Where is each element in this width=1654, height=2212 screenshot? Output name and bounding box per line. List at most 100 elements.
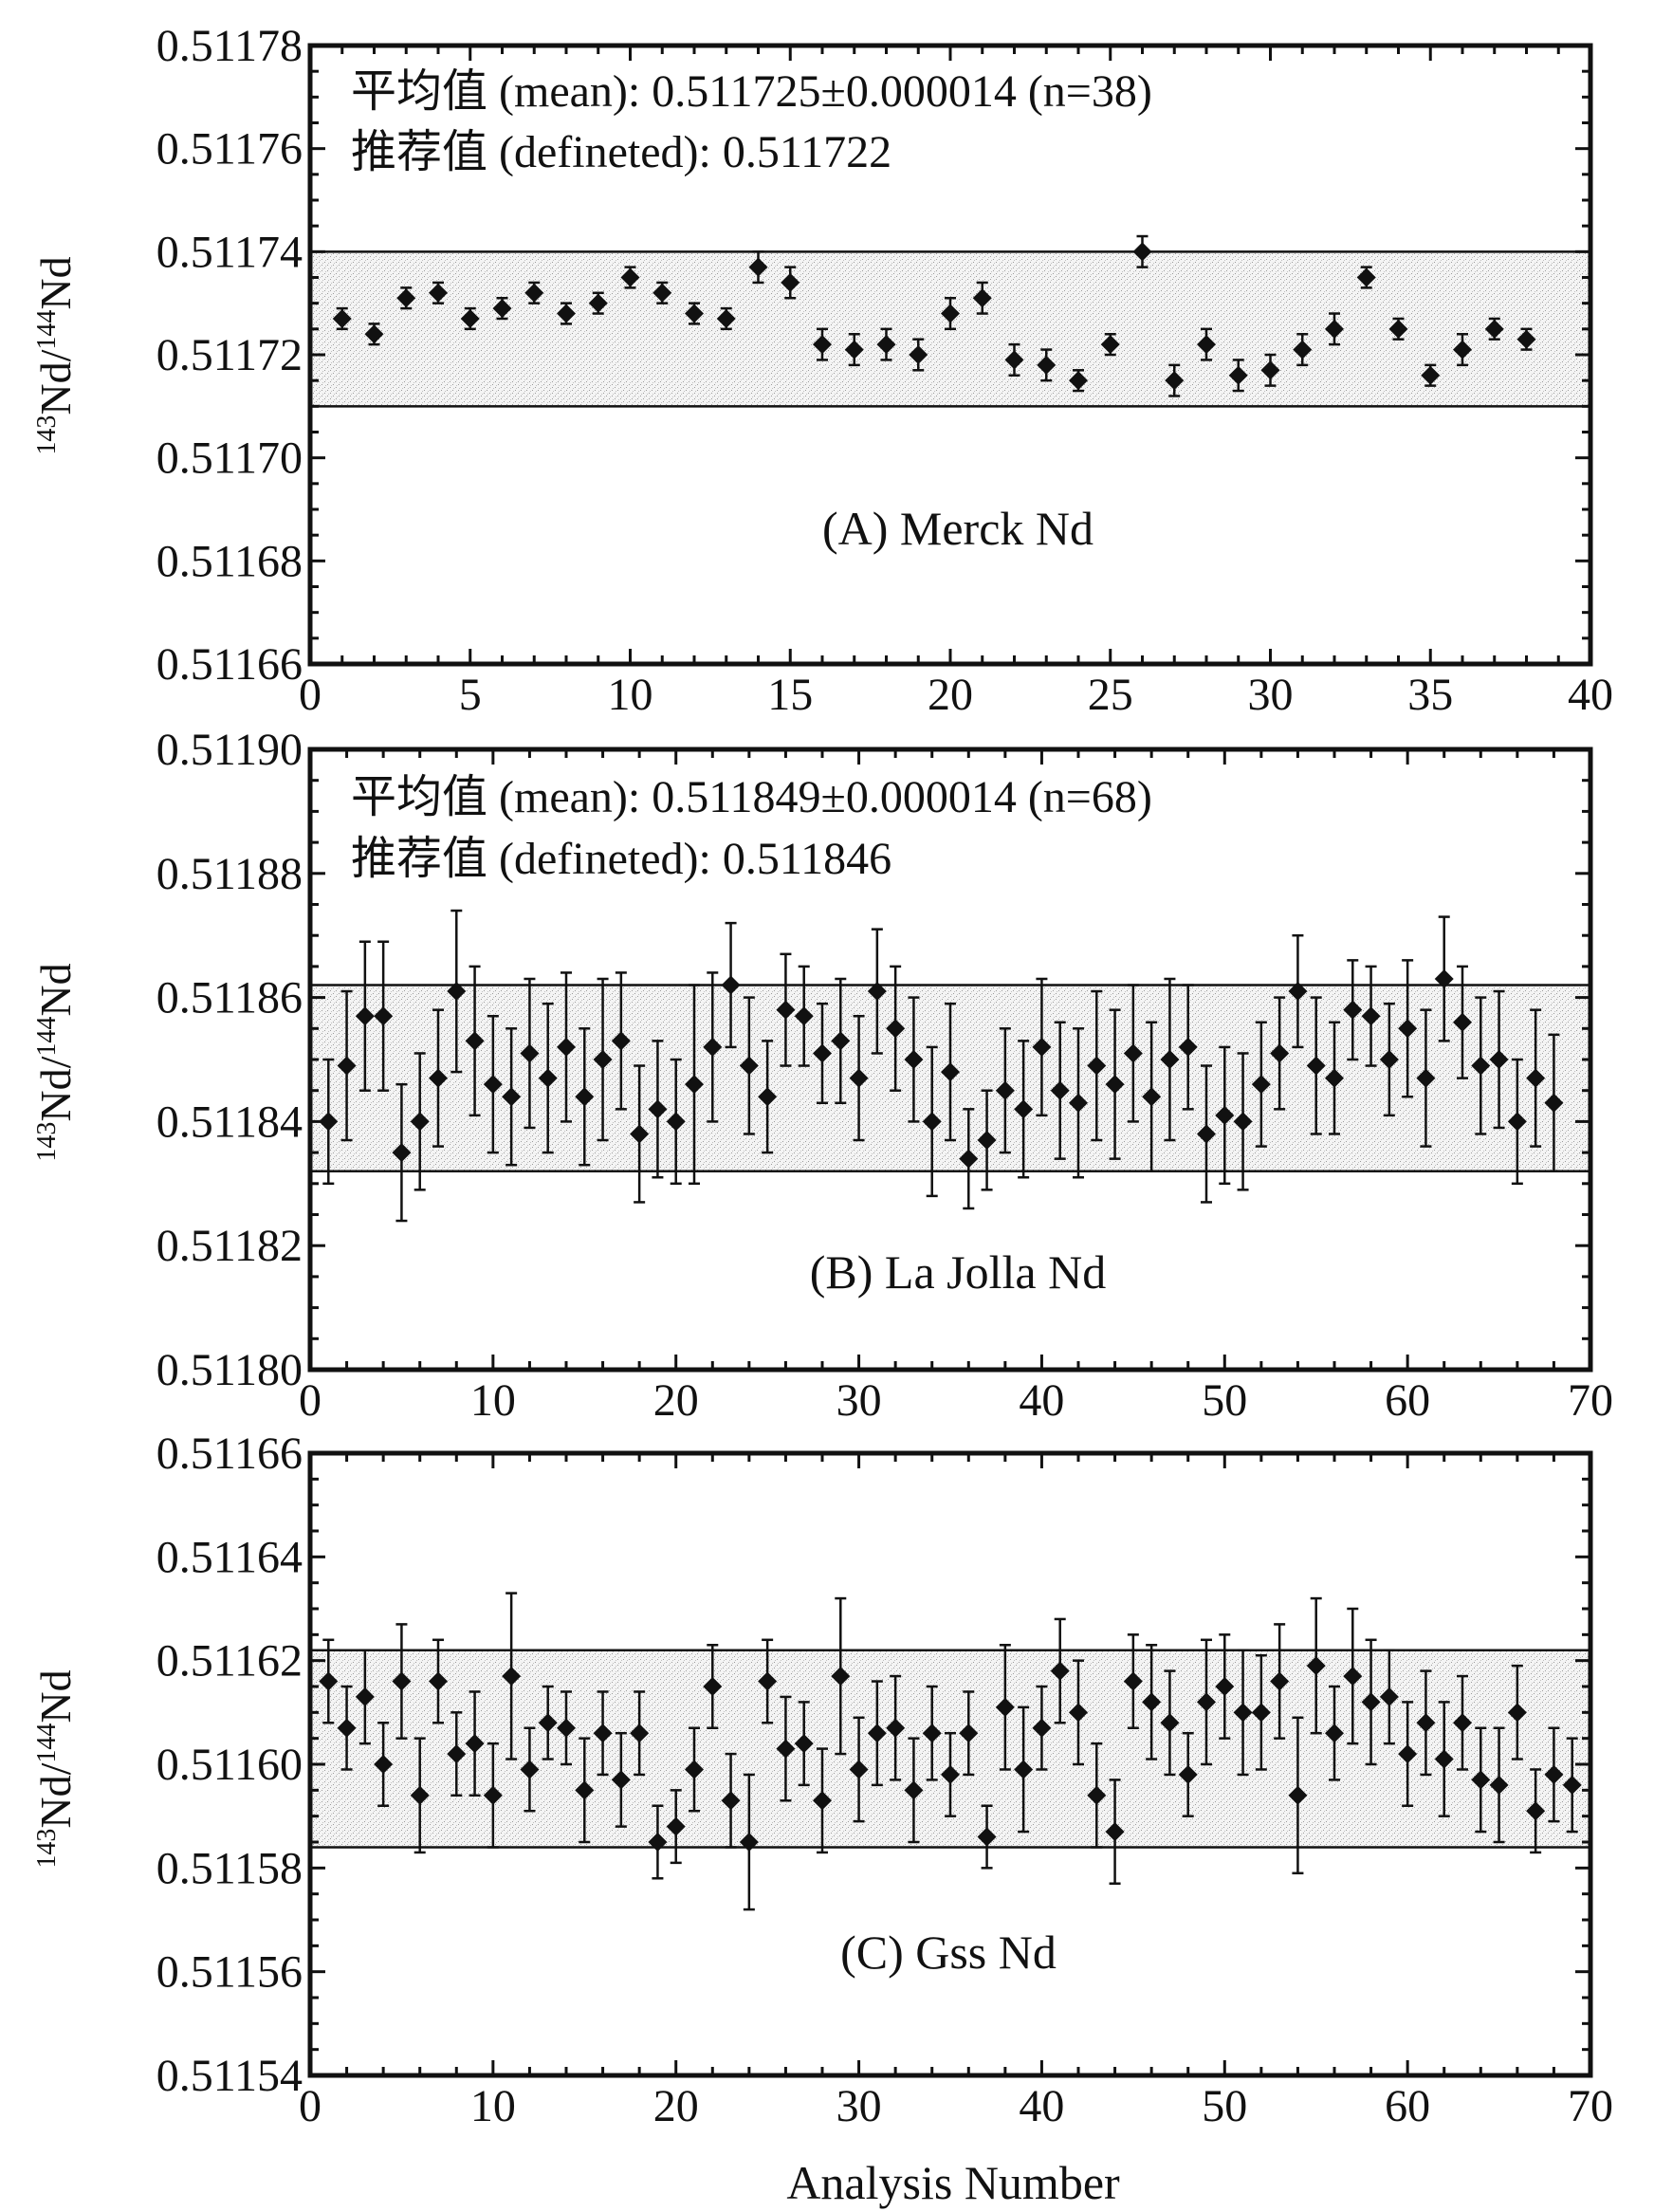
panel-a-points-layer [332, 234, 1536, 397]
data-point [1270, 1671, 1290, 1691]
x-axis-title: Analysis Number [786, 2156, 1120, 2209]
x-tick-label: 40 [1019, 1375, 1064, 1426]
data-point [648, 1099, 668, 1119]
y-tick-label: 0.51158 [156, 1843, 303, 1893]
data-point [1233, 1703, 1253, 1723]
data-point [1453, 1713, 1472, 1733]
data-point [337, 1718, 357, 1738]
x-tick-label: 60 [1385, 2081, 1430, 2131]
data-point [332, 308, 352, 328]
data-point [1562, 1775, 1582, 1795]
y-tick-label: 0.51160 [156, 1740, 303, 1790]
panel-b-title: (B) La Jolla Nd [810, 1245, 1106, 1299]
data-point [1379, 1687, 1399, 1706]
data-point [867, 1724, 887, 1743]
data-point [392, 1143, 412, 1163]
panel-a-y-axis-label: 143Nd/144Nd [31, 256, 80, 454]
data-point [1032, 1037, 1052, 1057]
data-point [867, 982, 887, 1002]
data-point [611, 1770, 631, 1790]
x-tick-label: 70 [1568, 2081, 1613, 2131]
data-point [460, 308, 480, 328]
data-point [1233, 1112, 1253, 1132]
data-point [429, 1671, 448, 1691]
x-tick-label: 50 [1202, 2081, 1247, 2131]
panel-b: 0 10 20 30 40 50 60 70 0.51180 0.51182 0.51184 0.51… [31, 725, 1613, 1426]
data-point [1325, 1724, 1344, 1743]
data-point [1388, 319, 1408, 339]
data-point [1014, 1760, 1034, 1779]
y-tick-label: 0.51186 [156, 973, 303, 1023]
data-point [1069, 1093, 1088, 1113]
data-point [429, 283, 448, 303]
data-point [611, 1031, 631, 1051]
data-point [758, 1671, 778, 1691]
x-tick-label: 10 [470, 1375, 516, 1426]
data-point [575, 1087, 595, 1107]
panel-b-points-layer [319, 909, 1564, 1223]
panel-a: 0 5 10 15 20 25 30 35 40 0.51166 0.51168 0.51170 0.5… [31, 21, 1613, 720]
data-point [364, 324, 384, 344]
data-point [666, 1112, 686, 1132]
y-tick-label: 0.51166 [156, 639, 303, 690]
data-point [703, 1037, 723, 1057]
x-tick-label: 60 [1385, 1375, 1430, 1426]
data-point [630, 1124, 650, 1144]
x-tick-label: 0 [299, 670, 322, 720]
data-point [1160, 1050, 1180, 1069]
data-point [1014, 1099, 1034, 1119]
data-point [748, 257, 768, 277]
data-point [758, 1087, 778, 1107]
data-point [1544, 1093, 1564, 1113]
data-point [876, 335, 896, 355]
data-point [396, 288, 416, 308]
data-point [557, 1718, 576, 1738]
data-point [410, 1112, 430, 1132]
data-point [1004, 350, 1024, 370]
data-point [703, 1677, 723, 1696]
y-tick-label: 0.51180 [156, 1345, 303, 1395]
data-point [1361, 1692, 1381, 1712]
y-tick-label: 0.51174 [156, 227, 303, 277]
data-point [794, 1734, 814, 1754]
data-point [849, 1760, 869, 1779]
data-point [1306, 1656, 1326, 1676]
data-point [1416, 1068, 1436, 1088]
data-point [447, 1744, 467, 1764]
x-tick-label: 70 [1568, 1375, 1613, 1426]
data-point [374, 1755, 394, 1774]
data-point [1421, 365, 1441, 385]
x-tick-label: 25 [1088, 670, 1133, 720]
data-point [1123, 1043, 1143, 1063]
data-point [538, 1713, 558, 1733]
data-point [483, 1785, 503, 1805]
data-point [1507, 1112, 1527, 1132]
data-point [1037, 355, 1057, 375]
data-point [465, 1734, 485, 1754]
data-point [392, 1671, 412, 1691]
data-point [1379, 1050, 1399, 1069]
data-point [465, 1031, 485, 1051]
y-tick-label: 0.51156 [156, 1947, 303, 1998]
data-point [1325, 319, 1344, 339]
data-point [429, 1068, 448, 1088]
y-tick-label: 0.51164 [156, 1532, 303, 1582]
data-point [1087, 1056, 1107, 1076]
data-point [1398, 1744, 1418, 1764]
data-point [648, 1833, 668, 1852]
data-point [721, 1791, 741, 1811]
data-point [319, 1112, 339, 1132]
data-point [909, 345, 928, 364]
data-point [977, 1827, 997, 1847]
data-point [831, 1031, 851, 1051]
data-point [1197, 1692, 1216, 1712]
data-point [652, 283, 672, 303]
data-point [1343, 1667, 1363, 1687]
data-point [972, 288, 992, 308]
data-point [1132, 242, 1152, 262]
data-point [1416, 1713, 1436, 1733]
data-point [941, 304, 960, 323]
panel-a-recommended-label: 推荐值 (defineted): 0.511722 [351, 127, 891, 177]
data-point [922, 1724, 942, 1743]
data-point [685, 304, 704, 323]
